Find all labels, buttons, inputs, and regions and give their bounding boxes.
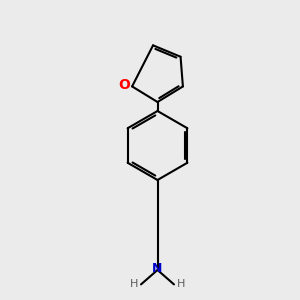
Text: N: N [152,262,163,275]
Text: H: H [176,279,185,290]
Text: O: O [118,78,130,92]
Text: H: H [130,279,139,290]
